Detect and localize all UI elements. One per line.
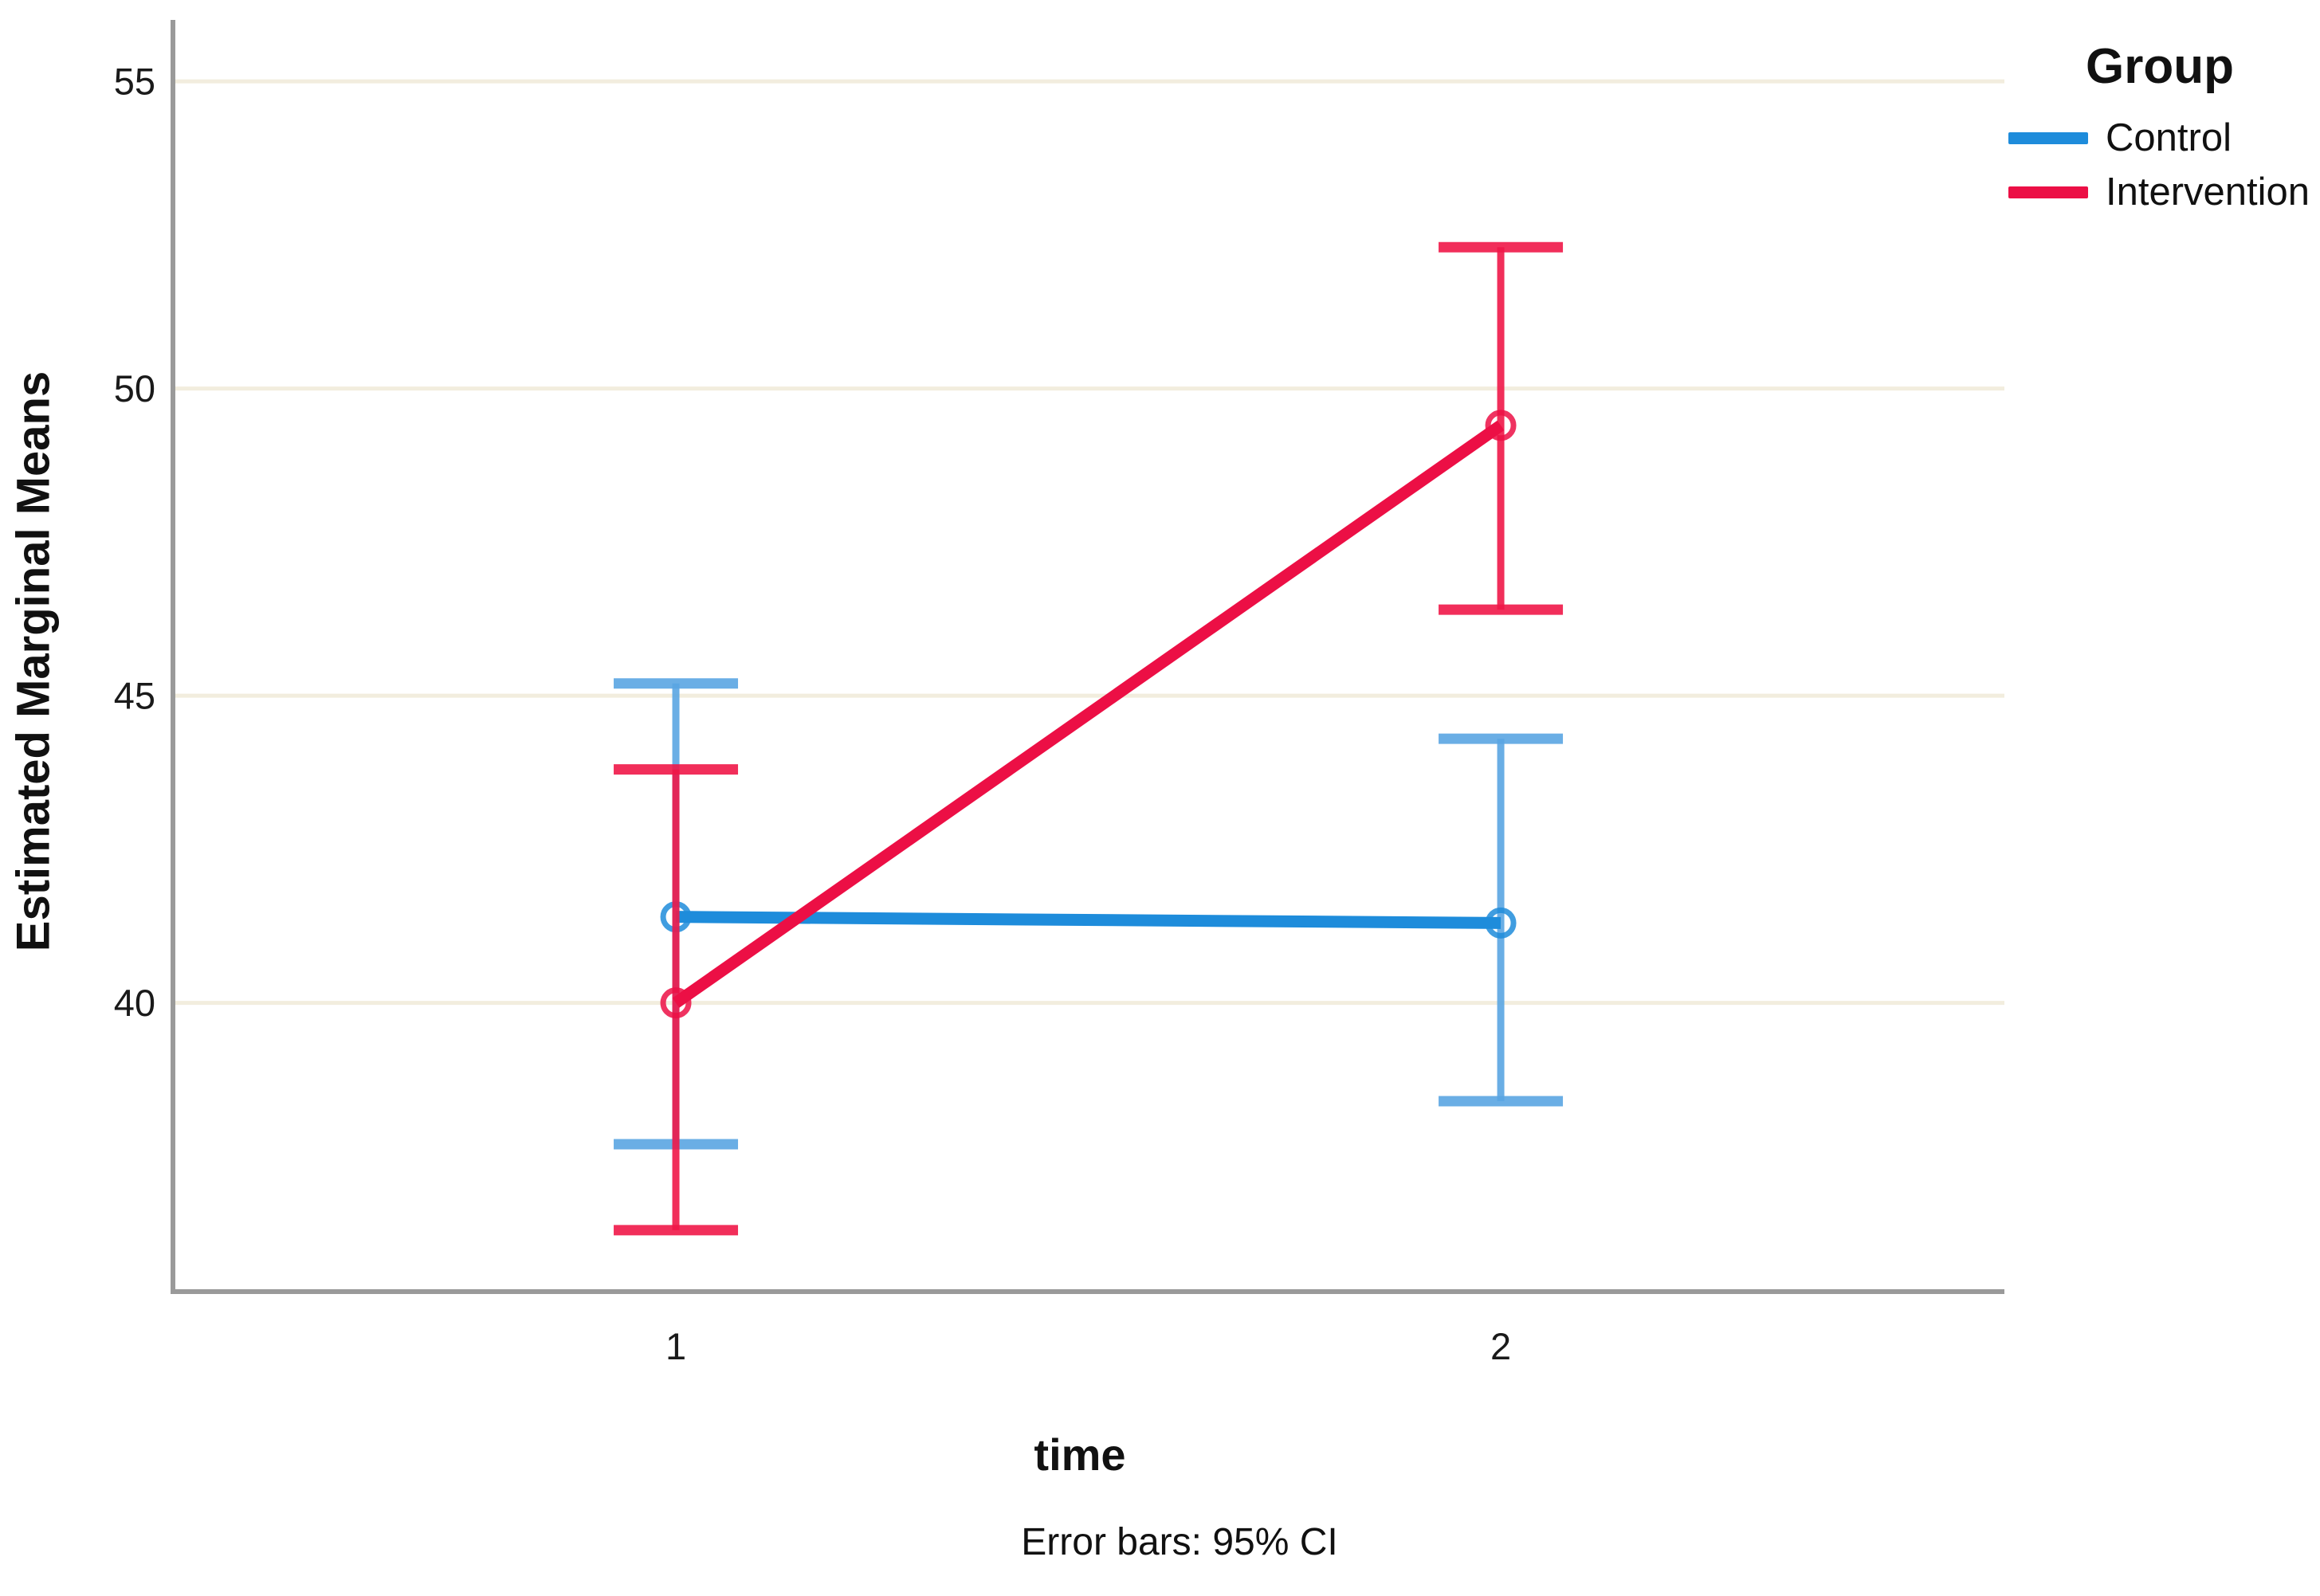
y-tick-label-45: 45 bbox=[114, 675, 155, 717]
marker-control-t2 bbox=[1485, 907, 1517, 939]
legend-item-control: Control bbox=[2008, 116, 2320, 159]
x-axis-title: time bbox=[1034, 1429, 1126, 1480]
legend-label: Control bbox=[2106, 116, 2232, 159]
errorbar-footnote: Error bars: 95% CI bbox=[1021, 1521, 1338, 1563]
legend: Group Control Intervention bbox=[2008, 38, 2320, 225]
legend-items: Control Intervention bbox=[2008, 116, 2320, 214]
series-line-intervention bbox=[672, 420, 1505, 1008]
series-line-control bbox=[675, 911, 1502, 929]
marker-intervention-t1 bbox=[660, 987, 692, 1019]
x-tick-label-1: 1 bbox=[665, 1325, 686, 1367]
y-tick-label-50: 50 bbox=[114, 367, 155, 410]
legend-label: Intervention bbox=[2106, 171, 2310, 214]
y-axis-title: Estimated Marginal Means bbox=[7, 371, 60, 952]
x-tick-label-2: 2 bbox=[1490, 1325, 1511, 1367]
y-tick-label-55: 55 bbox=[114, 61, 155, 103]
legend-swatch-intervention bbox=[2008, 186, 2088, 198]
y-tick-label-40: 40 bbox=[114, 982, 155, 1024]
marker-intervention-t2 bbox=[1485, 410, 1517, 441]
legend-swatch-control bbox=[2008, 131, 2088, 144]
legend-title: Group bbox=[2086, 39, 2234, 94]
legend-item-intervention: Intervention bbox=[2008, 171, 2320, 214]
